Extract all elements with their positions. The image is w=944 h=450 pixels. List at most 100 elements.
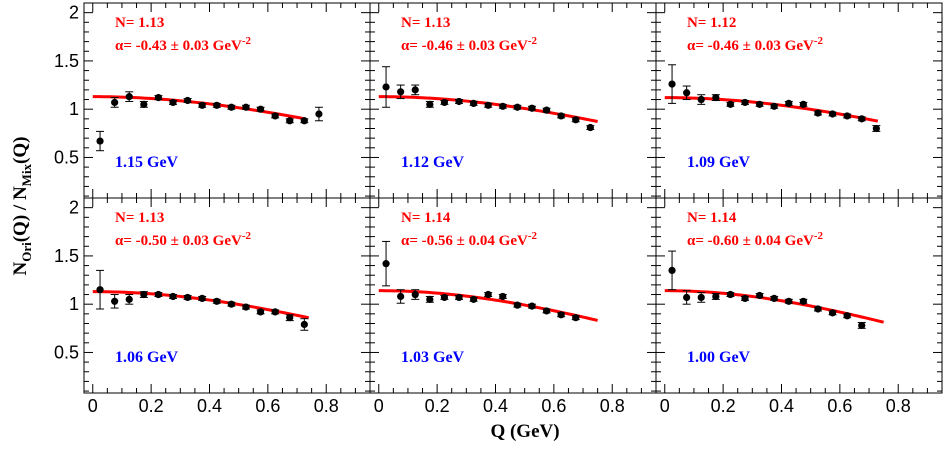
labels-layer: Q (GeV) NOri(Q) / NMix(Q): [10, 137, 560, 443]
x-tick-label: 0.2: [425, 396, 450, 416]
data-point: [499, 102, 507, 110]
data-point: [198, 294, 206, 302]
data-point: [125, 93, 133, 101]
data-point: [484, 290, 492, 299]
alpha-exponent: -2: [528, 35, 538, 47]
data-point: [858, 321, 866, 330]
x-tick-label: 0.8: [314, 396, 339, 416]
data-point: [169, 292, 177, 301]
data-point: [814, 305, 822, 313]
alpha-exponent: -2: [814, 230, 824, 242]
data-point: [528, 104, 536, 112]
x-tick-label: 0.8: [600, 396, 625, 416]
panel-n-value: N= 1.12: [687, 15, 736, 31]
data-point: [697, 293, 705, 302]
alpha-exponent: -2: [242, 35, 252, 47]
data-point: [411, 86, 419, 94]
panels-layer: 0.511.52N= 1.13α= -0.43 ± 0.03 GeV-21.15…: [54, 2, 943, 416]
data-point: [382, 83, 390, 91]
data-point: [470, 99, 478, 107]
data-point: [858, 115, 866, 123]
data-point: [586, 123, 594, 132]
data-point: [513, 301, 521, 309]
alpha-text: α= -0.46 ± 0.03 GeV: [687, 38, 814, 54]
data-point: [499, 292, 507, 301]
alpha-text: α= -0.50 ± 0.03 GeV: [115, 233, 242, 249]
panel-n-value: N= 1.13: [115, 210, 164, 226]
data-point: [814, 109, 822, 117]
y-tick-label: 1: [69, 294, 79, 314]
panel-4: 0.5 1 1.5 2 0 0.2 0.4 0.6 0.8 N= 1.13 α= -0.50 ± 0…: [54, 197, 371, 416]
panel-energy-label: 1.00 GeV: [687, 349, 751, 366]
y-tick-label: 1.5: [54, 51, 79, 71]
data-point: [513, 103, 521, 111]
data-point: [382, 260, 390, 268]
y-axis-title-sub2: Mix: [19, 163, 34, 186]
panel-alpha-value: α= -0.60 ± 0.04 GeV-2: [687, 230, 823, 249]
y-tick-label: 1.5: [54, 246, 79, 266]
data-point: [770, 294, 778, 302]
data-point: [154, 290, 163, 299]
y-axis-title-end: (Q): [10, 137, 31, 164]
data-point: [726, 100, 735, 108]
panel-alpha-value: α= -0.46 ± 0.03 GeV-2: [401, 35, 537, 54]
panel-n-value: N= 1.13: [401, 15, 450, 31]
data-point: [799, 100, 807, 108]
y-axis-title-n1: N: [10, 262, 31, 276]
panel-energy-label: 1.06 GeV: [115, 349, 179, 366]
data-point: [770, 102, 778, 110]
data-point: [484, 101, 492, 109]
data-point: [726, 290, 735, 299]
y-tick-label: 2: [69, 198, 79, 218]
data-point: [397, 292, 405, 301]
data-point: [213, 297, 221, 305]
data-point: [542, 307, 551, 315]
data-point: [242, 303, 250, 311]
data-point: [440, 98, 449, 107]
data-point: [169, 98, 177, 107]
y-tick-label: 2: [69, 3, 79, 23]
data-point: [286, 117, 294, 125]
data-point: [111, 297, 119, 305]
panel-energy-label: 1.15 GeV: [115, 154, 179, 171]
panel-energy-label: 1.09 GeV: [687, 154, 751, 171]
panel-2: N= 1.13 α= -0.46 ± 0.03 GeV-2 1.12 GeV: [369, 2, 657, 199]
panel-n-value: N= 1.14: [401, 210, 451, 226]
data-point: [426, 100, 434, 108]
data-point: [256, 308, 265, 316]
data-point: [140, 100, 148, 108]
data-point: [557, 311, 565, 319]
data-point: [271, 112, 279, 120]
data-point: [111, 98, 119, 107]
alpha-exponent: -2: [242, 230, 252, 242]
alpha-exponent: -2: [528, 230, 538, 242]
panel-energy-label: 1.03 GeV: [401, 349, 465, 366]
data-point: [256, 105, 265, 113]
data-point: [756, 100, 764, 108]
data-point: [528, 302, 536, 310]
data-point: [154, 94, 163, 102]
panel-n-value: N= 1.13: [115, 15, 164, 31]
data-point: [828, 110, 837, 118]
alpha-exponent: -2: [814, 35, 824, 47]
data-point: [799, 297, 807, 305]
data-point: [712, 292, 720, 301]
panel-energy-label: 1.12 GeV: [401, 154, 465, 171]
data-point: [828, 309, 837, 317]
data-point: [741, 294, 749, 302]
panel-1: 0.5 1 1.5 2 N= 1.13 α= -0.43 ± 0.03 GeV-2 1.15…: [54, 2, 371, 199]
alpha-text: α= -0.56 ± 0.04 GeV: [401, 233, 528, 249]
panel-alpha-value: α= -0.43 ± 0.03 GeV-2: [115, 35, 251, 54]
data-point: [286, 314, 294, 322]
data-point: [455, 293, 463, 302]
x-tick-label: 0.6: [255, 396, 280, 416]
data-point: [741, 98, 749, 107]
data-point: [184, 96, 192, 105]
x-axis-title: Q (GeV): [490, 421, 559, 442]
data-point: [756, 291, 764, 300]
data-point: [712, 94, 720, 102]
data-point: [213, 101, 221, 109]
x-tick-label: 0: [374, 396, 384, 416]
y-axis-title-mid: (Q) / N: [10, 186, 31, 242]
data-point: [198, 101, 206, 109]
